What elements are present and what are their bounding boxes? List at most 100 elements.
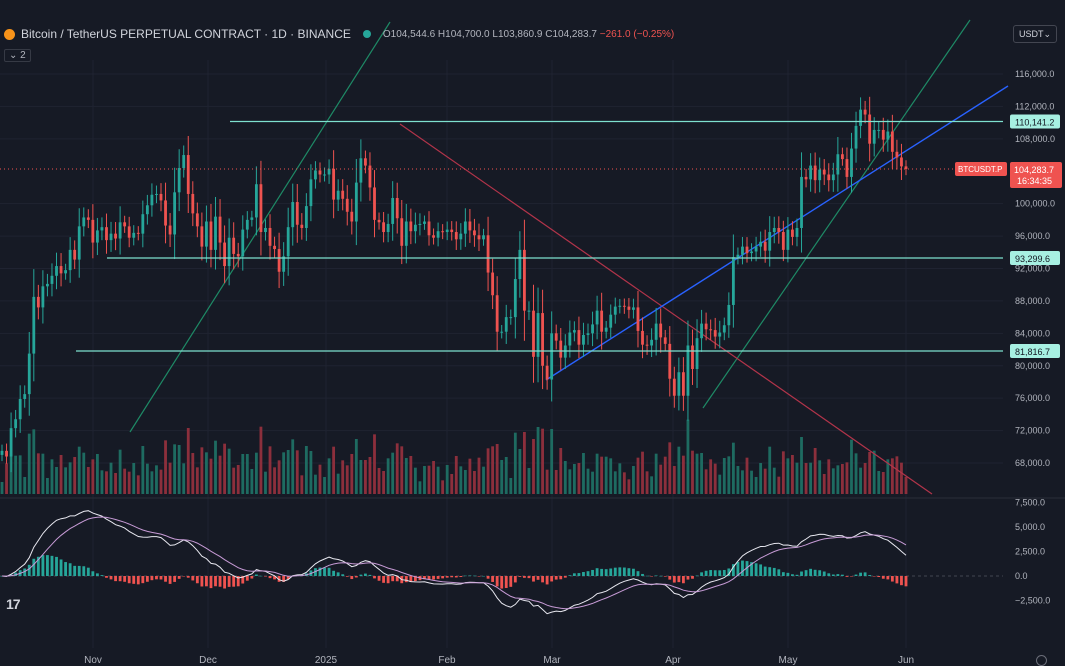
chart-header: Bitcoin / TetherUS PERPETUAL CONTRACT · … [4,27,674,41]
macd-histogram-bar [441,576,445,579]
horizontal-levels[interactable]: 110,141.2 93,299.6 81,816.7 BTCUSDT.P 104,28… [0,114,1062,359]
candle-body [722,325,726,333]
volume-bar [77,446,81,494]
high-value: H104,700.0 [437,28,490,40]
volume-bar [768,446,772,494]
macd-histogram-bar [391,576,395,582]
macd-signal-line [1,516,907,610]
volume-bar [345,465,349,494]
candle-body [600,310,604,332]
candle-body [686,345,690,396]
candle-body [772,227,776,233]
volume-bar [495,444,499,494]
volume-bar [336,473,340,494]
volume-bar [795,462,799,494]
macd-histogram-bar [813,569,817,576]
volume-bar [132,463,136,494]
volume-bar [32,429,36,494]
candle-body [541,313,544,366]
volume-bar [309,451,313,494]
volume-bar [55,467,58,494]
volume-bar [109,462,113,494]
macd-histogram-bar [77,565,81,576]
candle-body [377,219,381,223]
candle-body [68,249,72,271]
candle-body [286,227,290,257]
candle-body [727,304,731,326]
macd-histogram-bar [377,576,381,581]
macd-histogram-bar [482,575,485,577]
change-value: −261.0 (−0.25%) [599,28,675,40]
macd-histogram-bar [91,571,95,576]
candle-body [254,184,258,218]
candle-body [423,221,426,224]
volume-bar [745,457,749,494]
candle-body [232,237,236,254]
macd-histogram-bar [223,576,227,589]
candle-body [118,222,122,239]
candle-body [613,306,617,315]
candle-countdown-label: 16:34:35 [1017,176,1052,186]
volume-bar [572,464,576,494]
macd-histogram-bar [572,573,576,576]
macd-histogram-bar [50,555,54,576]
candle-body [105,227,108,241]
macd-histogram-bar [527,576,531,579]
macd-histogram-bar [118,576,122,582]
macd-histogram-bar [14,572,18,576]
volume-bar [686,419,690,494]
macd-histogram-bar [423,576,426,580]
candle-body [345,198,349,212]
macd-histogram-bar [495,576,499,587]
candle-body [450,229,454,233]
symbol-title[interactable]: Bitcoin / TetherUS PERPETUAL CONTRACT · … [21,27,351,41]
macd-histogram-bar [395,576,399,582]
currency-select[interactable]: USDT ⌄ [1013,25,1057,43]
candle-body [554,333,558,341]
volume-bar [314,474,317,494]
candle-body [191,193,195,214]
candle-body [877,129,881,131]
volume-bar [114,473,117,494]
candle-body [809,165,813,180]
price-tick-label: 116,000.0 [1015,69,1054,79]
candle-body [754,246,758,252]
volume-bar [577,463,581,494]
candle-body [836,154,840,175]
macd-histogram-bar [582,572,585,576]
volume-bar [282,452,286,494]
macd-histogram-bar [236,576,240,587]
volume-bar [18,455,22,494]
candle-body [890,131,894,152]
candle-body [164,200,167,226]
candle-body [236,253,240,257]
candle-body [386,223,390,233]
candle-body [318,170,322,175]
candle-body [486,235,490,273]
tradingview-logo[interactable]: 17 [6,596,21,612]
macd-histogram-bar [250,576,254,579]
volume-bar [736,466,740,494]
ohlc-readout: O104,544.6 H104,700.0 L103,860.9 C104,28… [383,29,674,40]
candle-body [5,450,8,457]
settings-icon[interactable] [1036,655,1047,666]
candle-body [545,365,549,380]
time-tick-label: Apr [665,655,681,665]
macd-histogram-bar [500,576,504,589]
macd-histogram-bar [563,576,567,578]
volume-bar [504,457,508,494]
candle-body [872,129,876,144]
candle-body [781,232,785,250]
volume-bar [877,471,881,494]
candle-body [691,345,694,369]
candle-body [195,213,199,227]
macd-histogram-bar [836,574,840,576]
volume-bar [205,452,208,494]
volume-bar [618,463,622,494]
volume-bar [713,463,717,494]
volume-bar [568,469,572,494]
indicators-toggle[interactable]: ⌄ 2 [4,49,31,62]
candle-body [518,249,522,280]
macd-histogram-bar [822,571,826,576]
